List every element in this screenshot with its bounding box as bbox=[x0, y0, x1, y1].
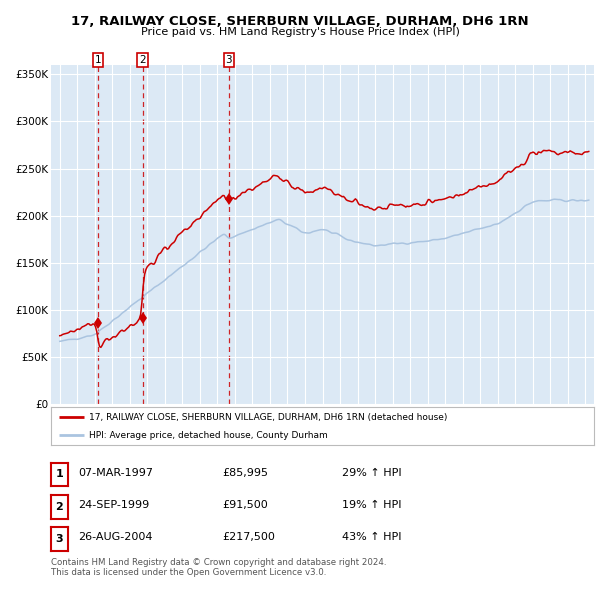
Text: £85,995: £85,995 bbox=[222, 468, 268, 477]
Text: 1: 1 bbox=[95, 55, 101, 65]
Text: 26-AUG-2004: 26-AUG-2004 bbox=[78, 533, 152, 542]
Text: Price paid vs. HM Land Registry's House Price Index (HPI): Price paid vs. HM Land Registry's House … bbox=[140, 27, 460, 37]
Text: 17, RAILWAY CLOSE, SHERBURN VILLAGE, DURHAM, DH6 1RN (detached house): 17, RAILWAY CLOSE, SHERBURN VILLAGE, DUR… bbox=[89, 413, 448, 422]
Text: HPI: Average price, detached house, County Durham: HPI: Average price, detached house, Coun… bbox=[89, 431, 328, 440]
Text: 43% ↑ HPI: 43% ↑ HPI bbox=[342, 533, 401, 542]
Text: £91,500: £91,500 bbox=[222, 500, 268, 510]
Text: 19% ↑ HPI: 19% ↑ HPI bbox=[342, 500, 401, 510]
Text: 17, RAILWAY CLOSE, SHERBURN VILLAGE, DURHAM, DH6 1RN: 17, RAILWAY CLOSE, SHERBURN VILLAGE, DUR… bbox=[71, 15, 529, 28]
Text: Contains HM Land Registry data © Crown copyright and database right 2024.
This d: Contains HM Land Registry data © Crown c… bbox=[51, 558, 386, 577]
Text: 24-SEP-1999: 24-SEP-1999 bbox=[78, 500, 149, 510]
Text: 1: 1 bbox=[56, 470, 63, 479]
Text: 2: 2 bbox=[56, 502, 63, 512]
Text: 07-MAR-1997: 07-MAR-1997 bbox=[78, 468, 153, 477]
Text: 3: 3 bbox=[56, 535, 63, 544]
Text: 29% ↑ HPI: 29% ↑ HPI bbox=[342, 468, 401, 477]
Text: 3: 3 bbox=[226, 55, 232, 65]
Text: £217,500: £217,500 bbox=[222, 533, 275, 542]
Text: 2: 2 bbox=[139, 55, 146, 65]
